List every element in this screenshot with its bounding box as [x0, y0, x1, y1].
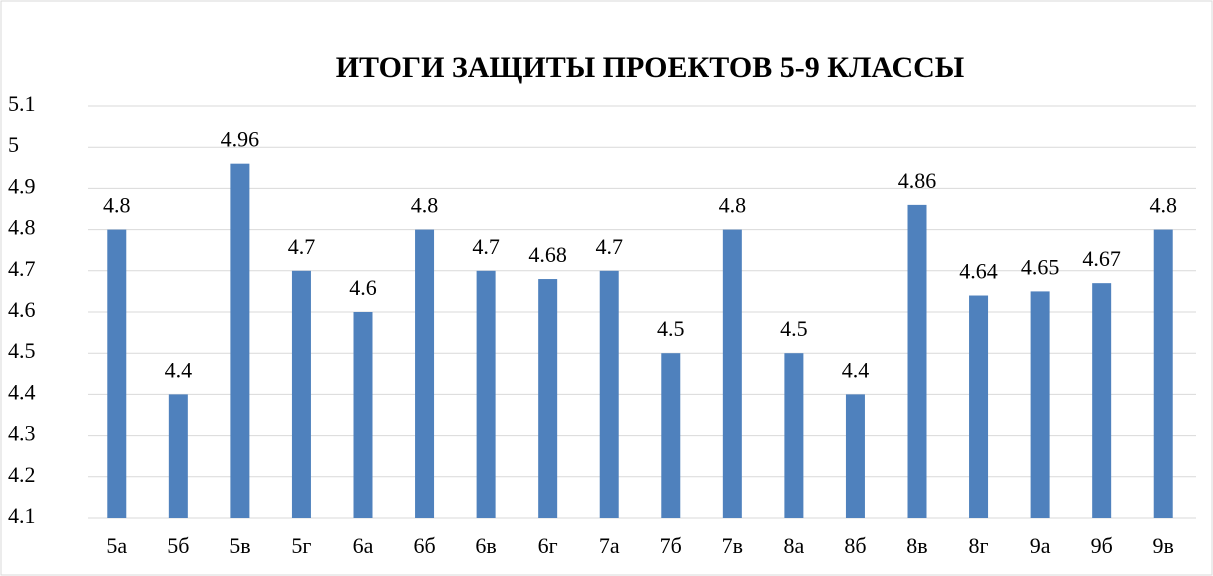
bar: [538, 279, 558, 518]
bar: [722, 229, 742, 518]
bar: [1153, 229, 1173, 518]
x-tick-label: 8а: [784, 533, 805, 558]
bar: [168, 394, 188, 518]
x-tick-label: 8в: [906, 533, 927, 558]
x-tick-label: 9в: [1153, 533, 1174, 558]
data-label: 4.5: [780, 316, 808, 341]
y-tick-label: 4.9: [8, 173, 36, 198]
chart-title: ИТОГИ ЗАЩИТЫ ПРОЕКТОВ 5-9 КЛАССЫ: [336, 51, 965, 84]
x-tick-label: 9а: [1030, 533, 1051, 558]
x-tick-label: 9б: [1091, 533, 1113, 558]
bar: [784, 353, 804, 518]
data-label: 4.7: [288, 234, 316, 259]
y-tick-label: 5: [8, 132, 19, 157]
bar: [476, 270, 496, 518]
bar: [353, 312, 373, 518]
data-label: 4.7: [595, 234, 623, 259]
bar: [1030, 291, 1050, 518]
data-label: 4.8: [719, 193, 747, 218]
data-label: 4.8: [411, 193, 439, 218]
data-label: 4.8: [103, 193, 131, 218]
x-tick-label: 6б: [413, 533, 435, 558]
bar: [969, 295, 989, 518]
data-label: 4.4: [842, 357, 870, 382]
y-tick-label: 4.1: [8, 503, 36, 528]
y-tick-label: 4.3: [8, 421, 36, 446]
x-tick-label: 8б: [844, 533, 866, 558]
x-tick-label: 5в: [229, 533, 250, 558]
data-label: 4.65: [1021, 254, 1060, 279]
data-label: 4.96: [221, 127, 260, 152]
y-tick-label: 4.4: [8, 379, 36, 404]
y-tick-label: 4.5: [8, 338, 36, 363]
data-label: 4.5: [657, 316, 685, 341]
y-tick-label: 4.8: [8, 215, 36, 240]
x-tick-label: 7б: [660, 533, 682, 558]
y-tick-label: 4.6: [8, 297, 36, 322]
data-label: 4.8: [1149, 193, 1177, 218]
y-tick-label: 5.1: [8, 91, 36, 116]
data-label: 4.4: [165, 357, 193, 382]
x-tick-label: 5а: [106, 533, 127, 558]
bar: [845, 394, 865, 518]
x-tick-label: 5г: [291, 533, 311, 558]
bar: [907, 204, 927, 518]
bar: [107, 229, 127, 518]
bar: [291, 270, 311, 518]
data-label: 4.7: [472, 234, 500, 259]
bar: [230, 163, 250, 518]
y-tick-label: 4.7: [8, 256, 36, 281]
bar: [661, 353, 681, 518]
x-tick-label: 7а: [599, 533, 620, 558]
x-tick-label: 6в: [475, 533, 496, 558]
bar: [1092, 283, 1112, 518]
data-label: 4.6: [349, 275, 377, 300]
y-tick-label: 4.2: [8, 462, 36, 487]
data-label: 4.67: [1082, 246, 1121, 271]
data-label: 4.86: [898, 168, 937, 193]
x-tick-label: 6г: [538, 533, 558, 558]
x-tick-label: 8г: [969, 533, 989, 558]
x-tick-label: 7в: [722, 533, 743, 558]
x-tick-label: 6а: [353, 533, 374, 558]
data-label: 4.68: [528, 242, 567, 267]
bar: [599, 270, 619, 518]
bar: [415, 229, 435, 518]
x-tick-label: 5б: [167, 533, 189, 558]
data-label: 4.64: [959, 259, 998, 284]
